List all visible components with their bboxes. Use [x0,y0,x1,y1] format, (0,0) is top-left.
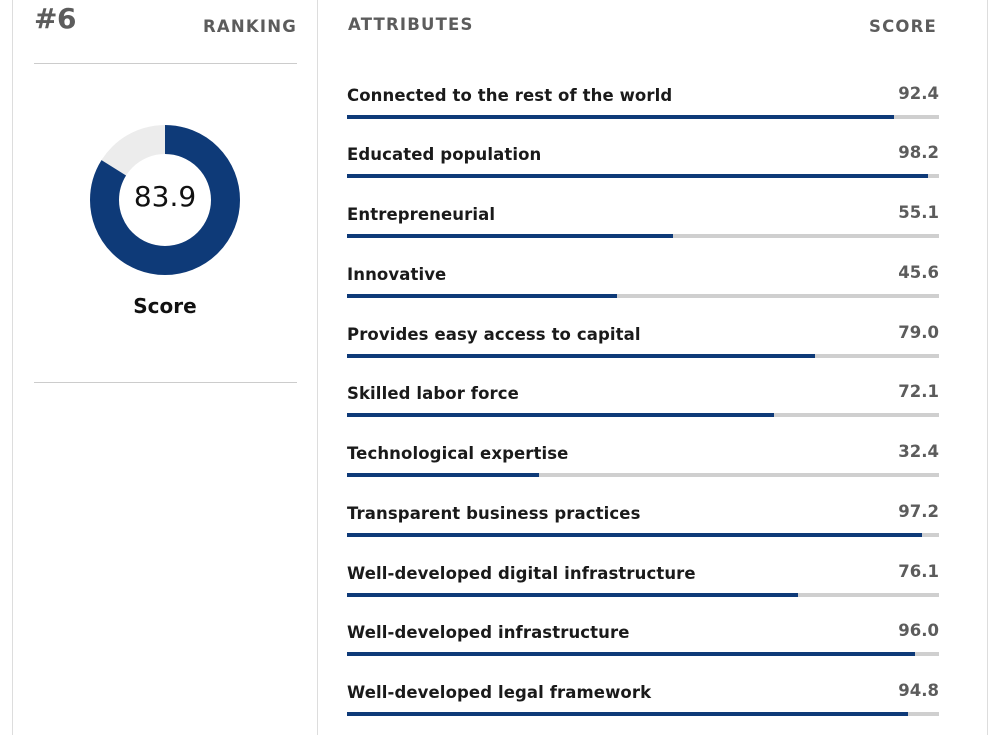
attribute-bar-fill [347,413,774,417]
attribute-bar-fill [347,533,923,537]
attribute-score: 96.0 [898,621,939,640]
attribute-row: Well-developed infrastructure 96.0 [347,621,939,673]
attribute-row: Entrepreneurial 55.1 [347,203,939,255]
panel-left-border [12,0,13,735]
donut-progress-ring [90,125,240,275]
attribute-score: 92.4 [898,84,939,103]
attribute-row: Skilled labor force 72.1 [347,382,939,434]
attribute-bar-track [347,354,939,358]
rank-number: #6 [34,2,76,35]
attribute-bar-track [347,115,939,119]
attribute-row: Provides easy access to capital 79.0 [347,323,939,375]
attribute-score: 32.4 [898,442,939,461]
overall-score-caption: Score [133,294,197,318]
attribute-bar-track [347,294,939,298]
ranking-label: RANKING [203,17,297,36]
attribute-name: Skilled labor force [347,384,519,403]
attribute-row: Well-developed digital infrastructure 76.… [347,562,939,614]
attribute-row: Educated population 98.2 [347,143,939,195]
attribute-row: Technological expertise 32.4 [347,442,939,494]
attribute-bar-track [347,174,939,178]
attribute-bar-fill [347,593,798,597]
ranking-divider-bottom [34,382,297,383]
score-header: SCORE [869,17,937,36]
attribute-bar-fill [347,354,815,358]
attribute-bar-fill [347,234,674,238]
attribute-bar-track [347,413,939,417]
panel-right-border [987,0,988,735]
attribute-name: Educated population [347,145,542,164]
attribute-bar-fill [347,712,909,716]
attribute-bar-track [347,234,939,238]
attribute-bar-fill [347,294,617,298]
attribute-score: 72.1 [898,382,939,401]
ranking-divider-top [34,63,297,64]
column-divider [317,0,318,735]
attribute-row: Innovative 45.6 [347,263,939,315]
attributes-header: ATTRIBUTES [348,15,474,34]
score-donut-chart [90,125,240,275]
overall-score-value: 83.9 [133,180,197,213]
attribute-bar-fill [347,174,929,178]
attribute-score: 76.1 [898,562,939,581]
attribute-name: Connected to the rest of the world [347,86,673,105]
attribute-row: Transparent business practices 97.2 [347,502,939,554]
attribute-name: Transparent business practices [347,504,641,523]
attribute-bar-track [347,533,939,537]
attribute-name: Entrepreneurial [347,205,496,224]
attribute-bar-fill [347,652,916,656]
attribute-name: Technological expertise [347,444,569,463]
attribute-score: 94.8 [898,681,939,700]
attribute-bar-fill [347,473,539,477]
attribute-score: 55.1 [898,203,939,222]
attribute-score: 98.2 [898,143,939,162]
attribute-name: Innovative [347,265,447,284]
attribute-name: Provides easy access to capital [347,325,641,344]
attribute-row: Well-developed legal framework 94.8 [347,681,939,733]
attribute-row: Connected to the rest of the world 92.4 [347,84,939,136]
attribute-name: Well-developed legal framework [347,683,652,702]
attribute-score: 97.2 [898,502,939,521]
attribute-bar-fill [347,115,894,119]
attribute-name: Well-developed digital infrastructure [347,564,696,583]
attribute-score: 45.6 [898,263,939,282]
attribute-bar-track [347,712,939,716]
attribute-bar-track [347,652,939,656]
attribute-name: Well-developed infrastructure [347,623,630,642]
attribute-bar-track [347,593,939,597]
attribute-bar-track [347,473,939,477]
attribute-score: 79.0 [898,323,939,342]
